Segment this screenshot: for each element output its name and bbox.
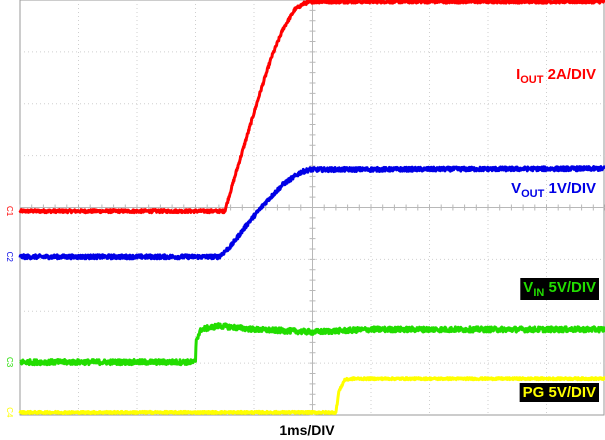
- trace-label: IOUT 2A/DIV: [516, 66, 596, 86]
- channel-marker: C4: [5, 407, 14, 418]
- trace-label-main: PG 5V/DIV: [523, 384, 596, 401]
- trace-label: PG 5V/DIV: [523, 384, 596, 401]
- trace-label-rest: 5V/DIV: [544, 279, 596, 296]
- channel-marker: C1: [5, 206, 14, 217]
- trace-line-2: [18, 165, 605, 261]
- trace-label-main: I: [516, 66, 520, 83]
- x-axis-label: 1ms/DIV: [279, 422, 335, 438]
- trace-label-main: V: [511, 180, 521, 197]
- trace-line-3: [18, 322, 605, 367]
- channel-marker: C3: [5, 357, 14, 368]
- channel-marker-group: C1 C2 C3 C4: [5, 206, 14, 418]
- trace-label-rest: 1V/DIV: [544, 180, 596, 197]
- trace-group: [18, 0, 605, 415]
- chart-grid: [19, 0, 605, 416]
- trace-label-subscript: OUT: [521, 188, 545, 200]
- trace-label: VIN 5V/DIV: [523, 279, 596, 299]
- trace-label-background: [519, 383, 599, 402]
- trace-label-background: [520, 278, 599, 300]
- trace-label-main: V: [523, 279, 533, 296]
- trace-line-1: [18, 0, 605, 215]
- trace-label: VOUT 1V/DIV: [511, 180, 596, 200]
- channel-marker: C2: [5, 252, 14, 263]
- trace-label-subscript: IN: [533, 287, 544, 299]
- trace-label-subscript: OUT: [520, 74, 544, 86]
- trace-label-rest: 2A/DIV: [543, 66, 596, 83]
- trace-line-4: [18, 376, 605, 415]
